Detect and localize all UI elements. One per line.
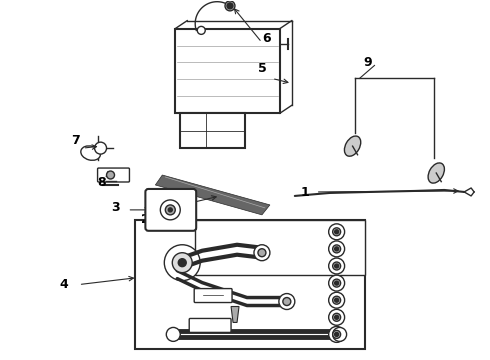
Circle shape xyxy=(258,249,266,257)
Circle shape xyxy=(335,298,339,302)
Circle shape xyxy=(335,230,339,234)
Circle shape xyxy=(197,26,205,34)
Circle shape xyxy=(164,245,200,280)
FancyBboxPatch shape xyxy=(189,319,231,332)
Circle shape xyxy=(329,241,344,257)
Bar xyxy=(135,220,365,349)
Circle shape xyxy=(165,205,175,215)
Circle shape xyxy=(178,259,186,267)
Circle shape xyxy=(283,298,291,306)
Text: 6: 6 xyxy=(263,32,271,45)
Circle shape xyxy=(172,253,192,273)
Circle shape xyxy=(333,245,341,253)
Circle shape xyxy=(225,1,235,11)
FancyBboxPatch shape xyxy=(194,289,232,302)
Circle shape xyxy=(335,332,339,336)
Circle shape xyxy=(279,293,295,310)
Circle shape xyxy=(333,228,341,236)
Circle shape xyxy=(333,328,346,341)
Text: 5: 5 xyxy=(258,62,266,75)
Circle shape xyxy=(335,315,339,319)
Circle shape xyxy=(333,279,341,287)
Circle shape xyxy=(95,142,106,154)
FancyBboxPatch shape xyxy=(98,168,129,182)
Text: 1: 1 xyxy=(300,186,309,199)
Text: 3: 3 xyxy=(111,201,120,215)
Circle shape xyxy=(333,296,341,304)
Circle shape xyxy=(166,328,180,341)
Circle shape xyxy=(329,275,344,291)
Polygon shape xyxy=(231,306,239,323)
Circle shape xyxy=(106,171,115,179)
Circle shape xyxy=(168,208,172,212)
FancyBboxPatch shape xyxy=(146,189,196,231)
Circle shape xyxy=(329,258,344,274)
Circle shape xyxy=(335,247,339,251)
Circle shape xyxy=(160,200,180,220)
Circle shape xyxy=(333,330,341,338)
Polygon shape xyxy=(155,175,270,215)
Circle shape xyxy=(335,281,339,285)
Circle shape xyxy=(329,309,344,325)
Text: 7: 7 xyxy=(71,134,80,147)
Circle shape xyxy=(329,224,344,240)
Bar xyxy=(180,113,245,148)
Circle shape xyxy=(335,264,339,268)
Ellipse shape xyxy=(81,146,100,160)
Text: 2: 2 xyxy=(141,213,150,226)
Circle shape xyxy=(329,292,344,308)
Circle shape xyxy=(254,245,270,261)
Text: 9: 9 xyxy=(363,56,372,69)
Text: 8: 8 xyxy=(97,176,106,189)
Circle shape xyxy=(329,327,344,342)
Bar xyxy=(195,220,365,275)
Ellipse shape xyxy=(344,136,361,156)
Circle shape xyxy=(333,313,341,321)
Text: 4: 4 xyxy=(59,278,68,291)
Circle shape xyxy=(333,262,341,270)
Ellipse shape xyxy=(428,163,444,183)
Circle shape xyxy=(227,3,233,9)
Bar xyxy=(175,28,280,113)
